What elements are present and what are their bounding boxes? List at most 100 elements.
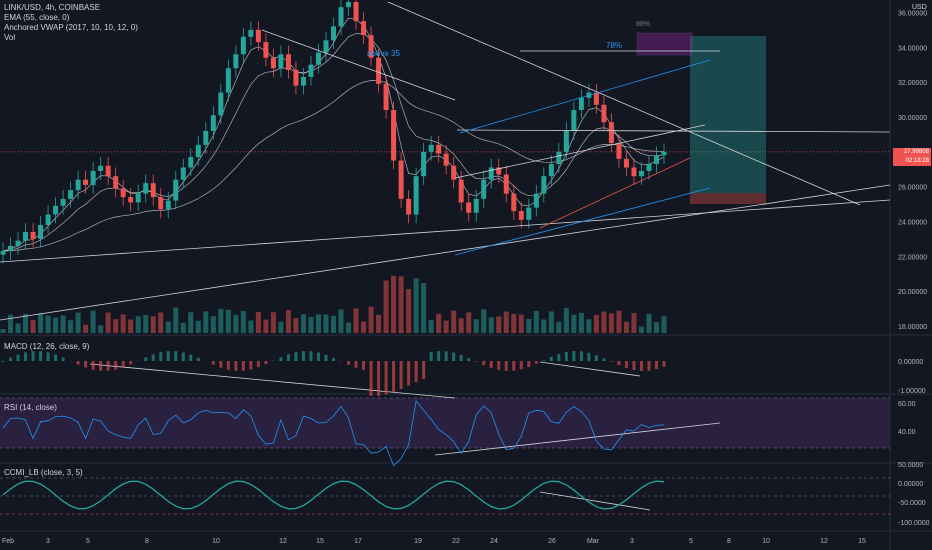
volume-bar [533, 310, 539, 333]
time-tick-label: Feb [2, 538, 14, 545]
candle-body [233, 54, 239, 69]
time-tick-label: 15 [316, 538, 324, 545]
candle-body [98, 165, 104, 171]
macd-bar [196, 357, 200, 361]
volume-bar [541, 319, 547, 333]
time-tick-label: 19 [414, 538, 422, 545]
candle-body [248, 29, 254, 37]
macd-bar [639, 361, 643, 371]
volume-bar [511, 313, 517, 333]
candle-body [466, 202, 472, 213]
volume-bar [331, 315, 336, 333]
volume-bar [646, 313, 652, 333]
volume-bar [443, 320, 449, 333]
macd-bar [519, 361, 523, 370]
ema-legend[interactable]: EMA (55, close, 0) [4, 13, 70, 22]
rsi-band [0, 398, 890, 448]
macd-bar [129, 361, 133, 365]
candle-body [203, 130, 209, 145]
macd-legend[interactable]: MACD (12, 26, close, 9) [4, 342, 90, 351]
candle-body [30, 231, 36, 239]
candle-body [661, 151, 667, 156]
candle-body [541, 176, 547, 194]
macd-bar [54, 354, 58, 361]
volume-bar [180, 322, 186, 333]
candle-body [458, 179, 464, 203]
candle-body [653, 155, 659, 165]
candle-body [548, 164, 554, 177]
macd-bar [594, 355, 598, 361]
candle-body [83, 179, 89, 185]
candle-body [376, 57, 382, 84]
volume-bar [653, 322, 659, 333]
macd-bar [1, 361, 5, 362]
macd-bar [46, 352, 50, 361]
candle-body [421, 151, 427, 177]
macd-bar [234, 361, 238, 371]
volume-bar [451, 310, 457, 333]
volume-bar [68, 320, 74, 333]
macd-bar [256, 361, 260, 368]
macd-bar [392, 361, 396, 393]
macd-bar [444, 351, 448, 361]
volume-bar [458, 318, 464, 333]
volume-bar [30, 319, 36, 333]
time-tick-label: 3 [46, 538, 50, 545]
time-tick-label: 22 [452, 538, 460, 545]
macd-bar [99, 361, 103, 371]
volume-bar [466, 312, 472, 333]
candle-body [150, 183, 156, 198]
volume-bar [638, 326, 644, 333]
macd-bar [617, 361, 621, 366]
vol-legend[interactable]: Vol [4, 33, 16, 42]
macd-bar [422, 361, 426, 380]
time-tick-label: 17 [354, 538, 362, 545]
fib-88-label: 88% [636, 21, 651, 28]
candle-body [518, 211, 524, 220]
macd-bar [369, 361, 373, 396]
macd-bar [399, 361, 403, 389]
trendline [89, 363, 456, 399]
candle-body [398, 160, 404, 199]
macd-bar [279, 357, 283, 361]
macd-bar [557, 354, 561, 361]
volume-bar [135, 316, 141, 333]
trendline [456, 129, 891, 133]
indicator-tick-label: -1.00000 [898, 388, 926, 395]
volume-bar [526, 318, 532, 333]
candle-body [338, 7, 344, 27]
candle-body [158, 197, 164, 210]
macd-bar [166, 351, 170, 361]
candle-body [391, 110, 397, 161]
volume-bar [496, 316, 502, 333]
candle-body [293, 69, 299, 86]
volume-bars [0, 275, 667, 333]
volume-bar [150, 316, 156, 333]
price-axis: 36.0000034.0000032.0000030.0000028.00000… [898, 10, 930, 527]
volume-bar [608, 313, 614, 333]
candle-body [225, 68, 231, 93]
volume-bar [563, 307, 569, 333]
rsi-legend[interactable]: RSI (14, close) [4, 403, 57, 412]
macd-bar [362, 361, 366, 370]
macd-bar [384, 361, 388, 395]
candle-body [481, 179, 487, 199]
macd-bar [76, 361, 80, 365]
volume-bar [436, 313, 442, 333]
trendline [459, 59, 711, 134]
candle-body [270, 57, 276, 69]
vwap-legend[interactable]: Anchored VWAP (2017, 10, 10, 12, 0) [4, 23, 138, 32]
indicator-tick-label: 0.00000 [898, 359, 923, 366]
trendline [539, 361, 641, 377]
ccmi-legend[interactable]: CCMI_LB (close, 3, 5) [4, 468, 83, 477]
time-tick-label: 10 [762, 538, 770, 545]
symbol-title[interactable]: LINK/USD, 4h, COINBASE [4, 3, 101, 12]
candle-body [383, 83, 389, 111]
candle-body [240, 36, 246, 55]
volume-bar [308, 316, 314, 333]
volume-bar [8, 314, 14, 333]
macd-bar [347, 361, 351, 365]
candle-body [436, 144, 442, 154]
macd-bar [354, 361, 358, 368]
